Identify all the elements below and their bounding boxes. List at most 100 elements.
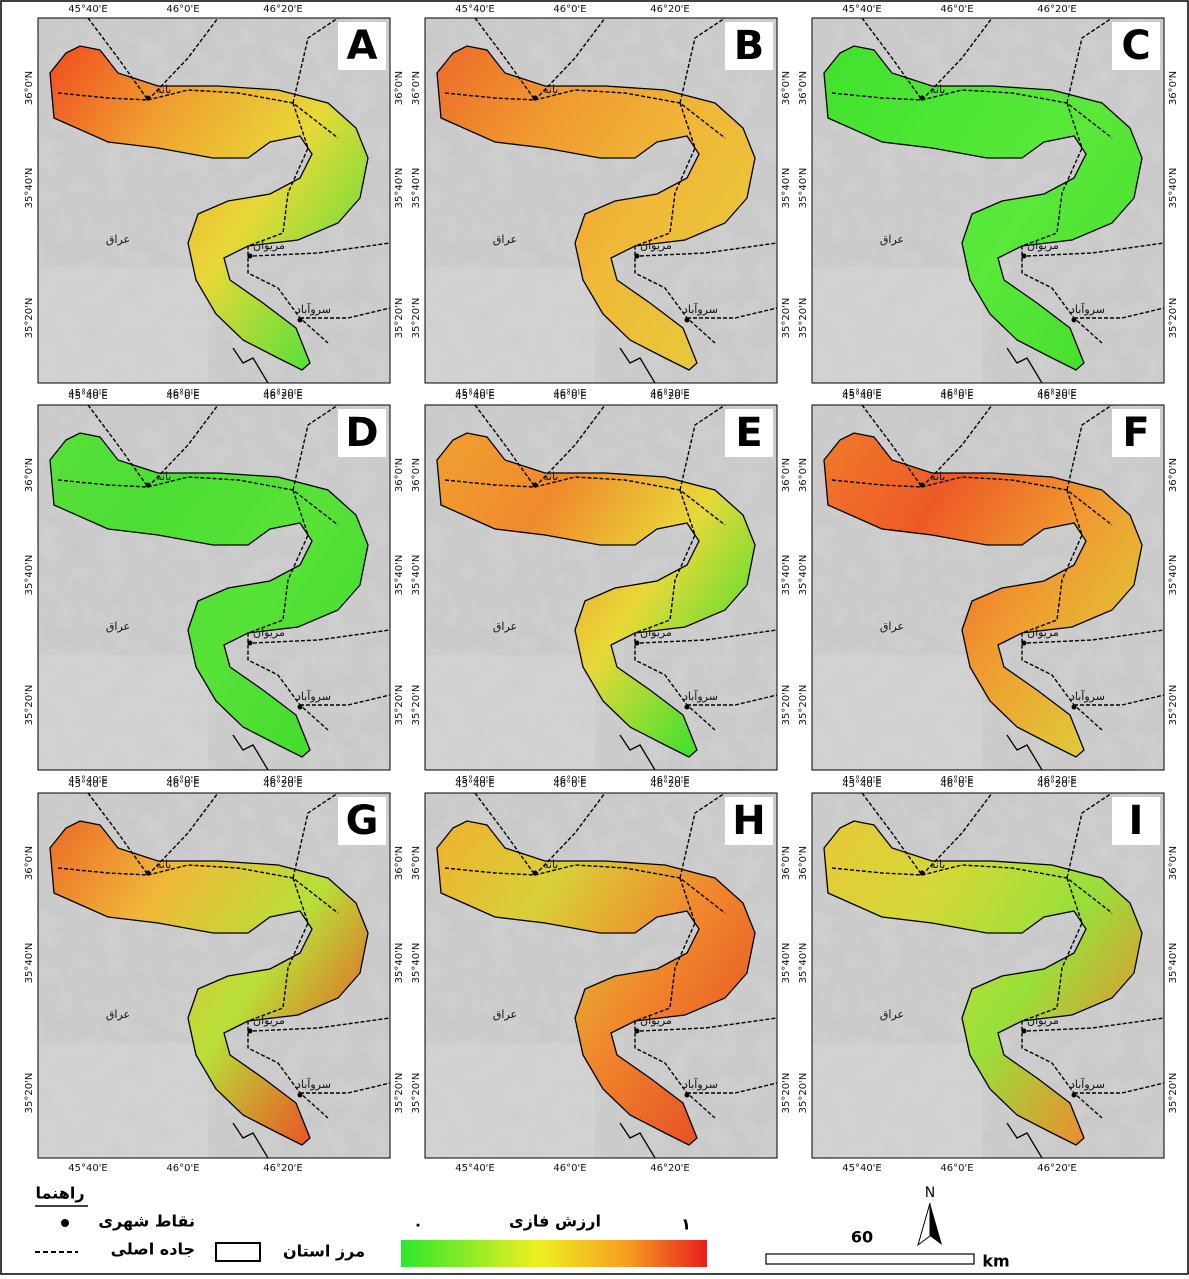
lon-label-bottom: 46°0'E bbox=[166, 775, 199, 786]
map-frame: عراق بانه مریوان سروآباد A bbox=[38, 18, 390, 383]
road bbox=[1026, 242, 1164, 257]
plain bbox=[425, 1043, 595, 1158]
lon-label-top: 46°20'E bbox=[650, 391, 690, 402]
road bbox=[247, 102, 329, 344]
road bbox=[861, 793, 923, 876]
frame-border bbox=[811, 404, 1165, 771]
lat-label-right: 35°40'N bbox=[1168, 168, 1179, 209]
lat-label-left: 35°40'N bbox=[24, 168, 35, 209]
place-label: مریوان bbox=[253, 239, 285, 252]
lat-label-right: 36°0'N bbox=[781, 458, 792, 492]
lon-label-top: 46°20'E bbox=[1037, 391, 1077, 402]
map-frame: عراق بانه مریوان سروآباد H bbox=[425, 793, 777, 1158]
lat-label-left: 35°40'N bbox=[411, 555, 422, 596]
road bbox=[634, 877, 716, 1119]
lon-label-top: 46°0'E bbox=[553, 779, 586, 790]
lon-label-bottom: 46°20'E bbox=[263, 1163, 303, 1174]
place-label: مریوان bbox=[1027, 1014, 1059, 1027]
place-label: سروآباد bbox=[296, 689, 331, 703]
letter-box bbox=[725, 22, 773, 70]
place-label: عراق bbox=[106, 620, 130, 633]
north-arrow-left bbox=[917, 1202, 931, 1247]
lon-label-bottom: 46°20'E bbox=[263, 775, 303, 786]
place-label: بانه bbox=[156, 470, 171, 483]
lat-label-right: 35°20'N bbox=[394, 1073, 405, 1114]
border-line bbox=[232, 1122, 269, 1158]
road bbox=[1066, 793, 1113, 879]
map-panel: عراق بانه مریوان سروآباد D 45°40'E 45°40'E 46°0… bbox=[24, 391, 405, 786]
road bbox=[474, 405, 536, 488]
city-point bbox=[919, 482, 925, 488]
plain bbox=[38, 268, 208, 383]
map-frame: عراق بانه مریوان سروآباد I bbox=[812, 793, 1164, 1158]
lon-label-top: 46°0'E bbox=[553, 391, 586, 402]
lon-label-bottom: 46°0'E bbox=[553, 388, 586, 399]
road bbox=[300, 1082, 390, 1094]
map-frame: عراق بانه مریوان سروآباد F bbox=[812, 405, 1164, 770]
lat-label-left: 35°40'N bbox=[411, 168, 422, 209]
border-line bbox=[1006, 734, 1043, 770]
road bbox=[147, 793, 219, 876]
road bbox=[921, 18, 993, 101]
lat-label-right: 35°40'N bbox=[394, 943, 405, 984]
plain bbox=[812, 1043, 982, 1158]
road bbox=[1026, 629, 1164, 644]
lon-label-bottom: 46°0'E bbox=[553, 775, 586, 786]
frame-border bbox=[424, 404, 778, 771]
place-label: بانه bbox=[930, 470, 945, 483]
plain bbox=[812, 268, 982, 383]
road bbox=[679, 793, 726, 879]
lat-label-right: 35°20'N bbox=[781, 1073, 792, 1114]
place-label: مریوان bbox=[1027, 626, 1059, 639]
road bbox=[679, 405, 726, 491]
road bbox=[534, 18, 606, 101]
lat-label-left: 36°0'N bbox=[411, 71, 422, 105]
lat-label-right: 36°0'N bbox=[394, 71, 405, 105]
city-point bbox=[634, 640, 640, 646]
city-point bbox=[532, 482, 538, 488]
place-label: مریوان bbox=[253, 1014, 285, 1027]
road bbox=[300, 694, 390, 706]
place-label: مریوان bbox=[253, 626, 285, 639]
place-label: سروآباد bbox=[1070, 302, 1105, 316]
lat-label-right: 35°20'N bbox=[1168, 1073, 1179, 1114]
lon-label-top: 46°0'E bbox=[940, 4, 973, 15]
road bbox=[639, 242, 777, 257]
lat-label-right: 35°40'N bbox=[394, 168, 405, 209]
city-point bbox=[247, 253, 253, 259]
lon-label-bottom: 45°40'E bbox=[842, 1163, 882, 1174]
scale-value: 60 bbox=[851, 1228, 873, 1247]
frame-border bbox=[37, 404, 391, 771]
road bbox=[534, 405, 606, 488]
letter-box bbox=[725, 797, 773, 845]
lon-label-bottom: 46°20'E bbox=[650, 775, 690, 786]
place-label: عراق bbox=[493, 233, 517, 246]
road bbox=[634, 489, 716, 731]
city-point bbox=[532, 870, 538, 876]
lon-label-bottom: 46°20'E bbox=[650, 1163, 690, 1174]
city-point bbox=[684, 317, 690, 323]
lon-label-top: 46°0'E bbox=[166, 779, 199, 790]
province-area bbox=[436, 820, 756, 1146]
place-label: مریوان bbox=[640, 239, 672, 252]
road bbox=[1066, 18, 1113, 104]
lat-label-right: 35°40'N bbox=[781, 555, 792, 596]
lon-label-bottom: 46°0'E bbox=[553, 1163, 586, 1174]
lon-label-bottom: 46°20'E bbox=[1037, 388, 1077, 399]
border-line bbox=[619, 347, 656, 383]
lat-label-left: 36°0'N bbox=[24, 71, 35, 105]
lon-label-top: 46°20'E bbox=[650, 779, 690, 790]
map-panel: عراق بانه مریوان سروآباد G 45°40'E 45°40'E 46°0… bbox=[24, 779, 405, 1174]
road bbox=[247, 489, 329, 731]
lon-label-top: 45°40'E bbox=[68, 391, 108, 402]
legend-title: راهنما bbox=[35, 1184, 84, 1203]
legend-max: ۱ bbox=[681, 1215, 691, 1234]
road bbox=[534, 793, 606, 876]
road bbox=[87, 405, 149, 488]
place-label: سروآباد bbox=[296, 1077, 331, 1091]
letter-box bbox=[1112, 22, 1160, 70]
lon-label-top: 46°0'E bbox=[940, 391, 973, 402]
lon-label-top: 46°20'E bbox=[263, 779, 303, 790]
